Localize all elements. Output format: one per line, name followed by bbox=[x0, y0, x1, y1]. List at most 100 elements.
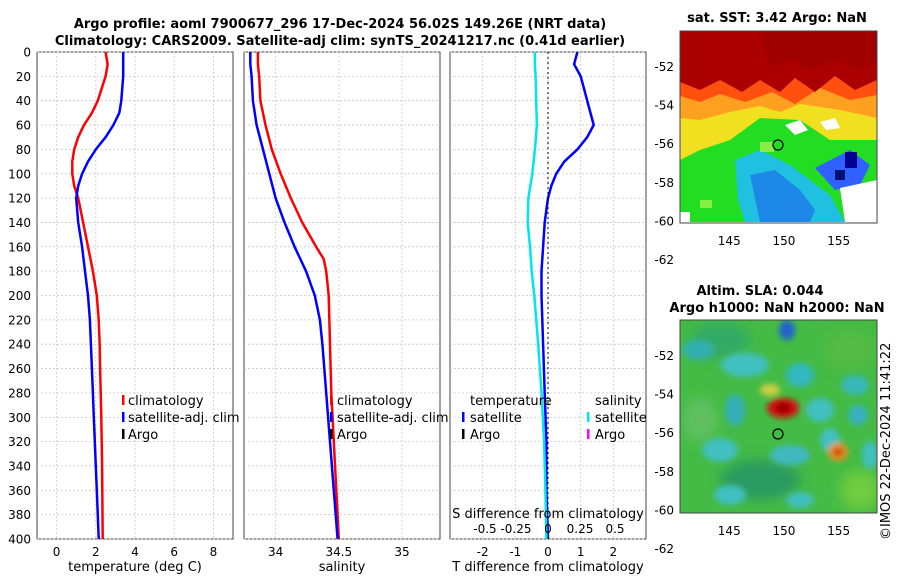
sst-argo-marker bbox=[772, 139, 784, 151]
legend-argo: Argo bbox=[128, 428, 158, 443]
x-tick-labels: 0 2 4 6 8 34 34.5 35 -2 -1 0 1 2 bbox=[53, 545, 617, 559]
depth-tick-label: 40 bbox=[16, 94, 31, 108]
depth-tick-label: 180 bbox=[8, 265, 31, 279]
legend-swatch-s-satellite bbox=[587, 412, 590, 422]
depth-tick-label: 400 bbox=[8, 533, 31, 547]
depth-tick-label: 340 bbox=[8, 459, 31, 473]
map-lat-tick: -58 bbox=[654, 465, 674, 479]
x-tick-label: 8 bbox=[210, 545, 218, 559]
legend-swatch-s-argo bbox=[587, 429, 590, 439]
legend-t-argo: Argo bbox=[470, 428, 500, 443]
map-lon-tick: 155 bbox=[827, 234, 850, 248]
depth-tick-label: 280 bbox=[8, 386, 31, 400]
series-line-satellite-adj-clim bbox=[74, 52, 125, 540]
depth-tick-label: 100 bbox=[8, 167, 31, 181]
series-line-temperature-satellite bbox=[540, 51, 595, 540]
legend-swatch-satellite bbox=[122, 412, 125, 422]
sst-map-image bbox=[680, 31, 877, 223]
s-diff-tick-label: 0.5 bbox=[605, 522, 624, 536]
temperature-xlabel: temperature (deg C) bbox=[68, 560, 202, 575]
map-lon-tick: 145 bbox=[718, 524, 741, 538]
map-tick-labels: 145 150 155 -52 -54 -56 -58 -60 -62 145 150 155 -52 -… bbox=[654, 60, 850, 556]
figure-title-1: Argo profile: aoml 7900677_296 17-Dec-20… bbox=[74, 17, 606, 32]
legend-swatch-t-satellite bbox=[462, 412, 465, 422]
x-tick-label: 4 bbox=[131, 545, 139, 559]
map-lat-tick: -54 bbox=[654, 388, 674, 402]
map-lon-tick: 150 bbox=[773, 234, 796, 248]
map-lon-tick: 150 bbox=[773, 524, 796, 538]
depth-tick-label: 260 bbox=[8, 362, 31, 376]
map-lat-tick: -56 bbox=[654, 426, 674, 440]
x-tick-label: -2 bbox=[477, 545, 489, 559]
difference-xlabel-top: S difference from climatology bbox=[452, 507, 644, 522]
legend-climatology: climatology bbox=[337, 394, 413, 409]
depth-tick-label: 20 bbox=[16, 70, 31, 84]
legend-t-satellite: satellite bbox=[470, 411, 522, 426]
legend-satellite: satellite-adj. clim bbox=[128, 411, 240, 426]
depth-tick-label: 300 bbox=[8, 411, 31, 425]
legend-climatology: climatology bbox=[128, 394, 204, 409]
x-tick-label: 6 bbox=[170, 545, 178, 559]
salinity-xlabel: salinity bbox=[319, 560, 366, 575]
x-tick-label: 34.5 bbox=[325, 545, 352, 559]
s-diff-tick-label: -0.5 bbox=[473, 522, 496, 536]
depth-tick-label: 200 bbox=[8, 289, 31, 303]
sla-map-frame bbox=[679, 319, 878, 514]
x-tick-label: 2 bbox=[610, 545, 618, 559]
legend-swatch-satellite bbox=[330, 412, 333, 422]
map-lon-tick: 155 bbox=[827, 524, 850, 538]
gridlines bbox=[37, 51, 646, 540]
x-tick-label: 35 bbox=[394, 545, 409, 559]
depth-tick-label: 60 bbox=[16, 119, 31, 133]
depth-tick-label: 320 bbox=[8, 435, 31, 449]
sst-map-frame bbox=[679, 30, 878, 224]
legend-s-satellite: satellite bbox=[595, 411, 647, 426]
legend-salinity-title: salinity bbox=[595, 394, 642, 409]
depth-tick-label: 140 bbox=[8, 216, 31, 230]
sla-map-title-1: Altim. SLA: 0.044 bbox=[697, 284, 824, 299]
legend-swatch-climatology bbox=[330, 395, 333, 405]
legend-temperature-title: temperature bbox=[470, 394, 552, 409]
map-lat-tick: -54 bbox=[654, 99, 674, 113]
depth-tick-label: 220 bbox=[8, 313, 31, 327]
legend-swatch-argo bbox=[122, 429, 125, 439]
map-lat-tick: -52 bbox=[654, 60, 674, 74]
depth-tick-label: 0 bbox=[23, 46, 31, 60]
series-line-salinity-satellite bbox=[526, 52, 548, 540]
depth-tick-label: 160 bbox=[8, 240, 31, 254]
series-line-climatology bbox=[71, 51, 109, 540]
s-diff-tick-label: -0.25 bbox=[500, 522, 531, 536]
profile-lines bbox=[71, 51, 595, 540]
x-tick-label: 0 bbox=[53, 545, 61, 559]
depth-tick-label: 240 bbox=[8, 338, 31, 352]
legend-swatch-argo bbox=[330, 429, 333, 439]
map-lat-tick: -58 bbox=[654, 176, 674, 190]
x-tick-label: 34 bbox=[268, 545, 283, 559]
legend-satellite: satellite-adj. clim bbox=[337, 411, 449, 426]
depth-tick-label: 360 bbox=[8, 484, 31, 498]
difference-legend: temperature satellite Argo salinity sate… bbox=[462, 394, 647, 443]
map-lon-tick: 145 bbox=[718, 234, 741, 248]
temperature-legend: climatology satellite-adj. clim Argo bbox=[122, 394, 240, 443]
sla-map-title-2: Argo h1000: NaN h2000: NaN bbox=[669, 301, 884, 316]
map-lat-tick: -62 bbox=[654, 253, 674, 267]
sst-map-title: sat. SST: 3.42 Argo: NaN bbox=[687, 11, 867, 26]
x-tick-label: 1 bbox=[577, 545, 585, 559]
x-tick-label: 0 bbox=[544, 545, 552, 559]
legend-argo: Argo bbox=[337, 428, 367, 443]
depth-tick-label: 380 bbox=[8, 508, 31, 522]
map-lat-tick: -60 bbox=[654, 214, 674, 228]
s-diff-tick-label: 0 bbox=[544, 522, 552, 536]
legend-swatch-t-argo bbox=[462, 429, 465, 439]
map-lat-tick: -60 bbox=[654, 503, 674, 517]
x-tick-label: 2 bbox=[92, 545, 100, 559]
sla-map-image bbox=[680, 320, 877, 513]
legend-s-argo: Argo bbox=[595, 428, 625, 443]
difference-xlabel: T difference from climatology bbox=[451, 560, 644, 575]
map-lat-tick: -56 bbox=[654, 137, 674, 151]
imos-credit: ©IMOS 22-Dec-2024 11:41:22 bbox=[879, 343, 894, 540]
s-diff-tick-label: 0.25 bbox=[567, 522, 594, 536]
depth-tick-label: 120 bbox=[8, 192, 31, 206]
depth-tick-label: 80 bbox=[16, 143, 31, 157]
